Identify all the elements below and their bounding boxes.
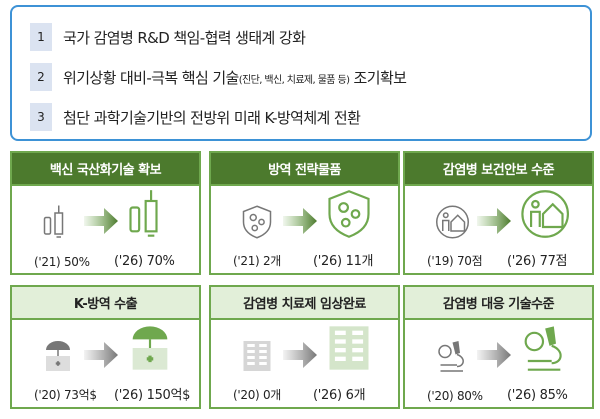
- baseline-value: ('20) 0개: [233, 388, 282, 402]
- person-house-icon: [436, 205, 469, 239]
- microscope-icon: [438, 341, 464, 372]
- goal-number: 3: [30, 103, 52, 131]
- pill-pack-icon: [329, 326, 369, 370]
- goal-text-end: 조기확보: [349, 68, 407, 87]
- card-title: 감염병 보건안보 수준: [405, 153, 592, 186]
- goal-number: 2: [30, 63, 52, 91]
- microscope-icon: [524, 326, 562, 371]
- goal-note: (진단, 백신, 치료제, 물품 등): [238, 74, 350, 86]
- arrow-right-icon: [283, 208, 317, 234]
- arrow-right-icon: [477, 208, 511, 234]
- pill-pack-icon: [243, 341, 271, 371]
- baseline-value: ('20) 73억$: [34, 388, 97, 402]
- card-title: 백신 국산화기술 확보: [12, 153, 199, 186]
- person-house-icon: [521, 190, 569, 238]
- target-value: ('26) 77점: [507, 254, 568, 269]
- vaccine-icon: [43, 205, 64, 238]
- card-title: K-방역 수출: [12, 287, 199, 320]
- target-value: ('26) 6개: [313, 388, 366, 403]
- indicator-card: 방역 전략물품 ('21) 2개 ('26) 11개: [209, 151, 400, 275]
- target-value: ('26) 85%: [507, 388, 568, 403]
- goal-text: 첨단 과학기술기반의 전방위 미래 K-방역체계 전환: [63, 108, 361, 127]
- indicator-card: 감염병 대응 기술수준 ('20) 80% ('26) 85%: [403, 285, 594, 409]
- card-title: 감염병 치료제 임상완료: [211, 287, 398, 320]
- baseline-value: ('19) 70점: [427, 254, 483, 268]
- goal-number: 1: [30, 23, 52, 51]
- baseline-value: ('21) 50%: [34, 255, 90, 269]
- indicator-card: 감염병 보건안보 수준 ('19) 70점 ('26) 77점: [403, 151, 594, 275]
- goal-text: 위기상황 대비-극복 핵심 기술(진단, 백신, 치료제, 물품 등) 조기확보: [63, 67, 407, 88]
- goal-text-main: 위기상황 대비-극복 핵심 기술: [63, 68, 239, 87]
- baseline-value: ('20) 80%: [427, 389, 483, 403]
- arrow-right-icon: [477, 342, 511, 368]
- target-value: ('26) 11개: [313, 254, 374, 269]
- indicator-card: K-방역 수출 ('20) 73억$ ('26) 150억$: [10, 285, 201, 409]
- umbrella-medkit-icon: [46, 341, 70, 371]
- target-value: ('26) 150억$: [114, 388, 191, 403]
- baseline-value: ('21) 2개: [233, 254, 282, 268]
- virus-shield-icon: [242, 205, 272, 239]
- arrow-right-icon: [84, 342, 118, 368]
- card-title: 감염병 대응 기술수준: [405, 287, 592, 320]
- umbrella-medkit-icon: [132, 326, 168, 370]
- indicator-card: 감염병 치료제 임상완료 ('20) 0개 ('26) 6개: [209, 285, 400, 409]
- vaccine-icon: [129, 190, 158, 237]
- virus-shield-icon: [328, 190, 370, 238]
- arrow-right-icon: [283, 342, 317, 368]
- card-title: 방역 전략물품: [211, 153, 398, 186]
- goal-3: 3 첨단 과학기술기반의 전방위 미래 K-방역체계 전환: [30, 103, 361, 131]
- goal-1: 1 국가 감염병 R&D 책임-협력 생태계 강화: [30, 23, 306, 51]
- target-value: ('26) 70%: [114, 254, 175, 269]
- indicator-card: 백신 국산화기술 확보 ('21) 50% ('26) 70%: [10, 151, 201, 275]
- goal-text: 국가 감염병 R&D 책임-협력 생태계 강화: [63, 28, 306, 47]
- goals-box: 1 국가 감염병 R&D 책임-협력 생태계 강화 2 위기상황 대비-극복 핵심 …: [10, 5, 592, 141]
- goal-2: 2 위기상황 대비-극복 핵심 기술(진단, 백신, 치료제, 물품 등) 조기확…: [30, 63, 407, 91]
- arrow-right-icon: [84, 208, 118, 234]
